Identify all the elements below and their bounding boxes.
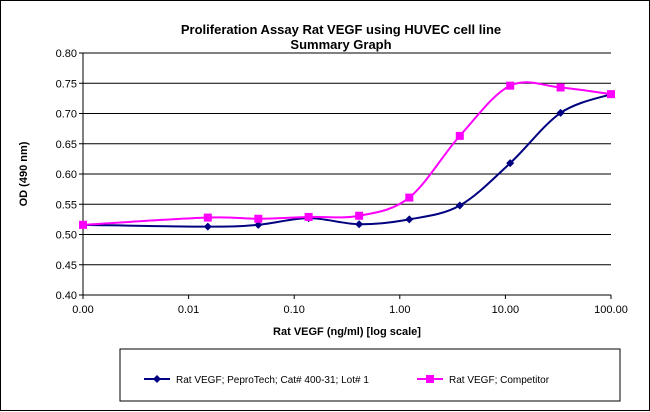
- square-marker: [506, 81, 515, 90]
- diamond-marker: [405, 215, 414, 224]
- square-marker: [79, 220, 87, 229]
- chart-title: Proliferation Assay Rat VEGF using HUVEC…: [181, 22, 501, 37]
- x-tick-label: 0.10: [283, 304, 304, 316]
- square-marker: [405, 193, 414, 202]
- y-tick-label: 0.80: [56, 48, 77, 60]
- square-marker: [254, 214, 263, 223]
- square-marker: [426, 375, 434, 383]
- y-tick-label: 0.65: [56, 139, 77, 151]
- x-tick-label: 100.00: [594, 304, 628, 316]
- diamond-marker: [506, 159, 515, 168]
- x-tick-label: 0.00: [72, 304, 93, 316]
- y-tick-label: 0.45: [56, 260, 77, 272]
- x-tick-label: 0.01: [178, 304, 199, 316]
- x-tick-label: 10.00: [492, 304, 520, 316]
- diamond-marker: [556, 108, 565, 117]
- square-marker: [304, 212, 313, 221]
- square-marker: [556, 83, 565, 92]
- x-axis-label: Rat VEGF (ng/ml) [log scale]: [273, 326, 421, 338]
- y-tick-label: 0.50: [56, 230, 77, 242]
- y-tick-label: 0.70: [56, 109, 77, 121]
- y-axis-label: OD (490 nm): [18, 141, 30, 206]
- y-tick-label: 0.60: [56, 169, 77, 181]
- square-marker: [607, 90, 615, 99]
- diamond-marker: [203, 222, 212, 231]
- series-line: [82, 93, 612, 228]
- square-marker: [355, 211, 364, 220]
- chart-subtitle: Summary Graph: [290, 37, 391, 52]
- diamond-marker: [455, 201, 464, 210]
- y-tick-label: 0.55: [56, 199, 77, 211]
- square-marker: [203, 213, 212, 222]
- series-line: [82, 81, 612, 226]
- diamond-marker: [153, 375, 161, 383]
- y-tick-label: 0.75: [56, 78, 77, 90]
- y-tick-label: 0.40: [56, 290, 77, 302]
- legend: [119, 348, 621, 402]
- square-marker: [455, 131, 464, 140]
- diamond-marker: [355, 220, 364, 229]
- x-tick-label: 1.00: [389, 304, 410, 316]
- legend-label: Rat VEGF; Competitor: [449, 375, 550, 386]
- legend-label: Rat VEGF; PeproTech; Cat# 400-31; Lot# 1: [176, 375, 369, 386]
